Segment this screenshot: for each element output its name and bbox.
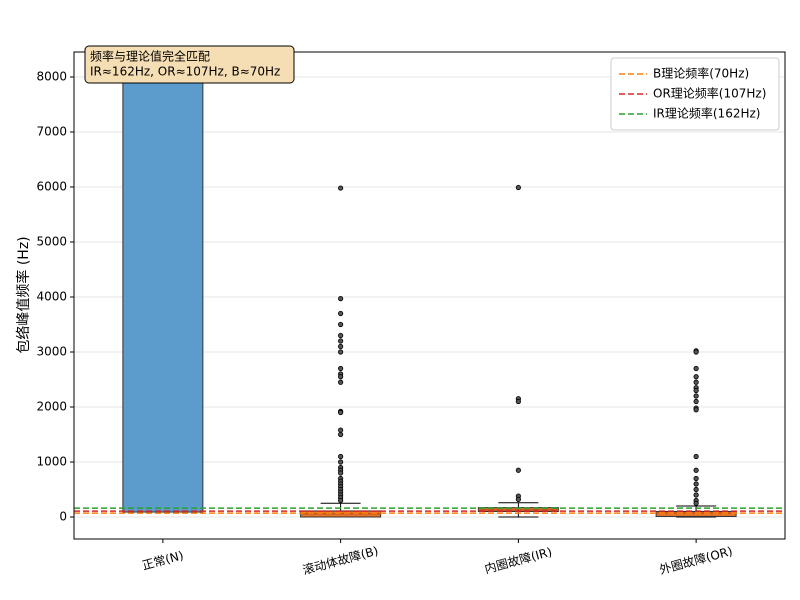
outlier: [693, 500, 699, 506]
outlier: [338, 365, 344, 372]
annotation-text: 频率与理论值完全匹配: [90, 49, 210, 64]
legend-box: [610, 57, 780, 131]
legend-label: OR理论频率(107Hz): [653, 86, 766, 101]
outlier: [338, 185, 344, 191]
outlier: [338, 427, 344, 433]
outlier: [338, 453, 344, 460]
outlier: [338, 310, 344, 317]
outlier: [693, 398, 699, 405]
y-tick-label: 6000: [36, 179, 67, 193]
outlier: [693, 379, 699, 385]
y-tick-label: 8000: [36, 69, 67, 83]
legend-label: B理论频率(70Hz): [653, 66, 749, 81]
y-axis-label: 包络峰值频率 (Hz): [15, 236, 32, 353]
outlier: [693, 486, 699, 493]
outlier: [693, 374, 699, 380]
outlier: [338, 332, 344, 339]
y-tick-label: 5000: [36, 234, 67, 248]
outlier: [338, 470, 344, 476]
y-tick-label: 3000: [36, 344, 67, 358]
outlier: [693, 365, 699, 372]
y-tick-label: 4000: [36, 289, 67, 303]
y-tick-label: 7000: [36, 124, 67, 138]
outlier: [515, 496, 521, 502]
plot-frame: [73, 51, 786, 540]
box: [122, 52, 204, 513]
y-tick-label: 1000: [36, 454, 67, 468]
outlier: [338, 296, 344, 302]
outlier: [338, 459, 344, 465]
outlier: [515, 467, 521, 473]
outlier: [338, 343, 344, 350]
legend-label: IR理论频率(162Hz): [653, 106, 760, 121]
outlier: [693, 467, 699, 473]
outlier: [693, 453, 699, 460]
outlier: [338, 409, 344, 416]
outlier: [693, 475, 699, 482]
y-tick-label: 0: [59, 509, 67, 523]
outlier: [338, 321, 344, 328]
outlier: [338, 338, 344, 344]
outlier: [693, 407, 699, 413]
annotation-text: IR≈162Hz, OR≈107Hz, B≈70Hz: [90, 65, 280, 79]
outlier: [693, 349, 699, 355]
annotation-box: [84, 45, 295, 84]
outlier: [515, 398, 521, 405]
outlier: [338, 349, 344, 355]
outlier: [693, 393, 699, 399]
box: [655, 510, 737, 517]
outlier: [338, 431, 344, 438]
outlier: [515, 184, 521, 191]
outlier: [338, 374, 344, 380]
outlier: [693, 492, 699, 498]
outlier: [338, 497, 344, 504]
outlier: [693, 481, 699, 487]
outlier: [693, 387, 699, 394]
outlier: [338, 379, 344, 385]
y-tick-label: 2000: [36, 399, 67, 413]
